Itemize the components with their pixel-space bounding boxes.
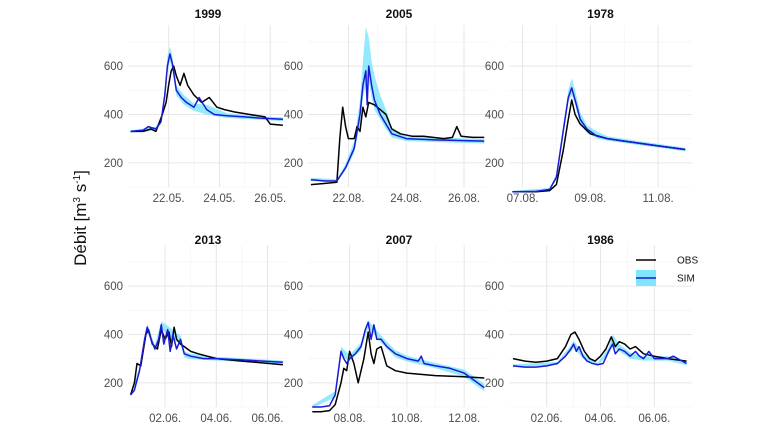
x-tick-label: 04.06. bbox=[585, 413, 617, 425]
x-tick-label: 06.06. bbox=[638, 413, 670, 425]
x-tick-label: 22.08. bbox=[332, 193, 364, 205]
y-tick-label: 400 bbox=[485, 109, 504, 121]
panels: 22.05. 24.05. 26.05. 200 400 600 1999 22.08. 24.… bbox=[104, 7, 692, 425]
x-tick-label: 10.08. bbox=[391, 413, 423, 425]
y-tick-label: 200 bbox=[104, 158, 123, 170]
x-tick-label: 08.08. bbox=[334, 413, 366, 425]
panel-1978: 07.08. 09.08. 11.08. 200 400 600 1978 bbox=[485, 7, 692, 205]
x-tick-label: 24.05. bbox=[203, 193, 235, 205]
sim-line bbox=[312, 321, 485, 408]
x-tick-label: 07.08. bbox=[507, 193, 539, 205]
x-tick-label: 24.08. bbox=[390, 193, 422, 205]
x-tick-label: 11.08. bbox=[643, 193, 674, 205]
x-tick-label: 09.08. bbox=[574, 193, 606, 205]
y-tick-label: 400 bbox=[104, 109, 123, 121]
y-tick-label: 200 bbox=[284, 378, 303, 390]
sim-uncertainty-band bbox=[130, 46, 283, 133]
panel-1999: 22.05. 24.05. 26.05. 200 400 600 1999 bbox=[104, 7, 288, 205]
y-tick-label: 200 bbox=[485, 158, 504, 170]
obs-line bbox=[310, 101, 485, 186]
panel-title: 1986 bbox=[587, 233, 614, 247]
obs-line bbox=[512, 331, 687, 364]
x-tick-label: 22.05. bbox=[153, 193, 185, 205]
panel-2007: 08.08. 10.08. 12.08. 200 400 600 2007 bbox=[284, 233, 490, 425]
panel-1986: 02.06. 04.06. 06.06. 200 400 600 1986 bbox=[485, 233, 692, 425]
sim-line bbox=[512, 87, 686, 193]
y-tick-label: 600 bbox=[485, 61, 504, 73]
y-tick-label: 400 bbox=[284, 329, 303, 341]
panel-title: 2005 bbox=[386, 7, 413, 21]
panel-2005: 22.08. 24.08. 26.08. 200 400 600 2005 bbox=[284, 7, 490, 205]
x-tick-label: 04.06. bbox=[200, 413, 232, 425]
panel-title: 1999 bbox=[195, 7, 222, 21]
panel-2013: 02.06. 04.06. 06.06. 200 400 600 2013 bbox=[104, 233, 288, 425]
y-tick-label: 200 bbox=[485, 378, 504, 390]
legend-obs-label: OBS bbox=[677, 256, 698, 267]
sim-line bbox=[130, 53, 283, 133]
x-tick-label: 02.06. bbox=[149, 413, 181, 425]
panel-title: 1978 bbox=[587, 7, 614, 21]
y-tick-label: 200 bbox=[284, 158, 303, 170]
obs-line bbox=[312, 331, 485, 413]
sim-line bbox=[512, 343, 687, 368]
x-tick-label: 12.08. bbox=[448, 413, 480, 425]
x-tick-label: 26.08. bbox=[448, 193, 480, 205]
y-tick-label: 600 bbox=[104, 61, 123, 73]
y-tick-label: 600 bbox=[284, 281, 303, 293]
y-tick-label: 400 bbox=[485, 329, 504, 341]
y-axis-label: Débit [m3 s-1] bbox=[71, 170, 90, 266]
y-tick-label: 400 bbox=[104, 329, 123, 341]
legend-sim-label: SIM bbox=[677, 274, 695, 285]
panel-title: 2013 bbox=[195, 233, 222, 247]
x-tick-label: 06.06. bbox=[252, 413, 284, 425]
panel-title: 2007 bbox=[386, 233, 413, 247]
sim-uncertainty-band bbox=[310, 27, 485, 183]
sim-line bbox=[130, 324, 283, 396]
y-tick-label: 600 bbox=[104, 281, 123, 293]
legend: OBS SIM bbox=[636, 256, 698, 286]
sim-line bbox=[310, 65, 485, 182]
y-tick-label: 600 bbox=[284, 61, 303, 73]
y-tick-label: 200 bbox=[104, 378, 123, 390]
x-tick-label: 02.06. bbox=[531, 413, 563, 425]
y-tick-label: 400 bbox=[284, 109, 303, 121]
y-tick-label: 600 bbox=[485, 281, 504, 293]
x-tick-label: 26.05. bbox=[254, 193, 286, 205]
obs-line bbox=[130, 65, 283, 133]
sim-uncertainty-band bbox=[312, 320, 485, 409]
